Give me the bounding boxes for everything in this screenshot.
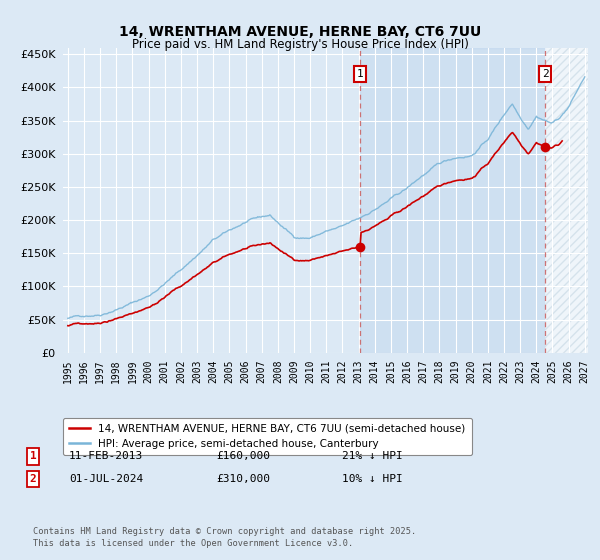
Text: Contains HM Land Registry data © Crown copyright and database right 2025.
This d: Contains HM Land Registry data © Crown c… <box>33 527 416 548</box>
Text: 1: 1 <box>357 69 364 79</box>
Text: 10% ↓ HPI: 10% ↓ HPI <box>342 474 403 484</box>
Text: 01-JUL-2024: 01-JUL-2024 <box>69 474 143 484</box>
Text: 1: 1 <box>29 451 37 461</box>
Text: 21% ↓ HPI: 21% ↓ HPI <box>342 451 403 461</box>
Bar <box>545 48 590 353</box>
Legend: 14, WRENTHAM AVENUE, HERNE BAY, CT6 7UU (semi-detached house), HPI: Average pric: 14, WRENTHAM AVENUE, HERNE BAY, CT6 7UU … <box>63 418 472 455</box>
Text: 14, WRENTHAM AVENUE, HERNE BAY, CT6 7UU: 14, WRENTHAM AVENUE, HERNE BAY, CT6 7UU <box>119 25 481 39</box>
Text: £310,000: £310,000 <box>216 474 270 484</box>
Text: 11-FEB-2013: 11-FEB-2013 <box>69 451 143 461</box>
Bar <box>360 48 545 353</box>
Text: 2: 2 <box>542 69 548 79</box>
Text: £160,000: £160,000 <box>216 451 270 461</box>
Text: 2: 2 <box>29 474 37 484</box>
Text: Price paid vs. HM Land Registry's House Price Index (HPI): Price paid vs. HM Land Registry's House … <box>131 38 469 51</box>
